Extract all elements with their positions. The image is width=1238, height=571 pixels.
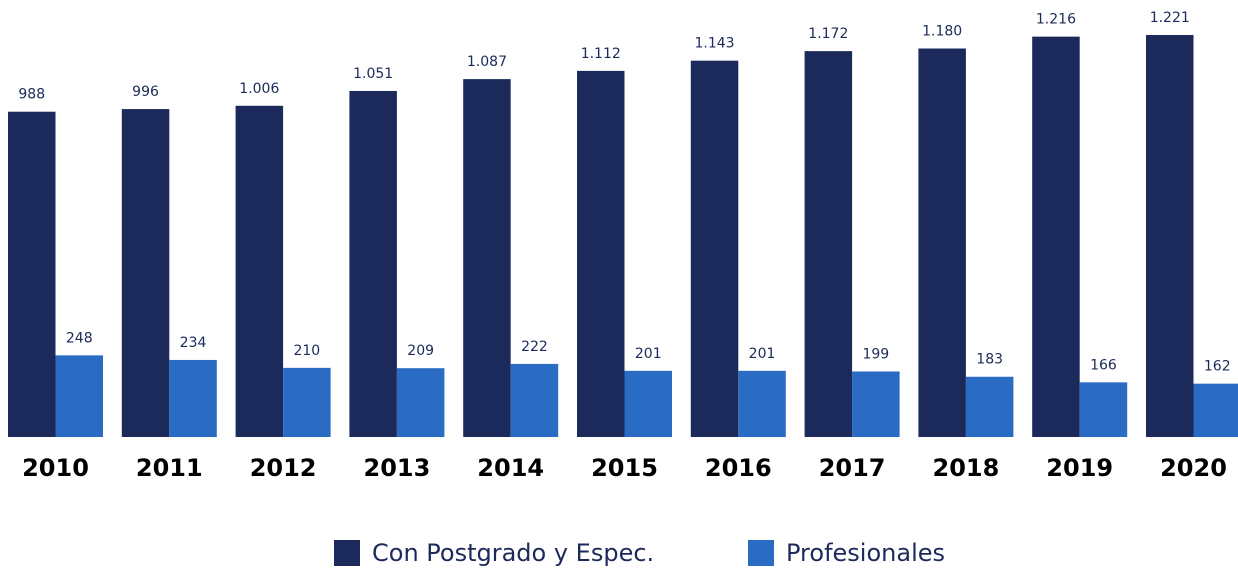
bar [1079,382,1128,437]
x-tick-label: 2011 [136,454,203,482]
value-label: 1.051 [353,66,393,82]
value-label: 201 [635,346,662,362]
value-label: 183 [976,352,1003,368]
value-label: 162 [1204,359,1231,375]
bar [283,367,331,437]
value-label: 248 [66,330,93,346]
bar [55,355,103,437]
value-label: 1.143 [695,36,735,52]
value-label: 209 [407,343,434,359]
bar [577,70,625,438]
bar [738,370,786,437]
bar [169,359,217,437]
x-tick-label: 2017 [819,454,886,482]
value-label: 1.006 [239,81,279,97]
value-label: 1.180 [922,23,962,39]
value-label: 1.216 [1036,12,1076,28]
value-label: 988 [18,87,45,103]
bar [1146,35,1194,437]
bar [121,109,170,438]
value-label: 210 [293,343,320,359]
x-tick-label: 2015 [591,454,658,482]
x-tick-label: 2010 [22,454,89,482]
bar [690,60,739,437]
value-label: 201 [749,346,776,362]
value-label: 1.172 [808,26,848,42]
value-label: 996 [132,84,159,100]
value-label: 234 [180,335,207,351]
bar [804,51,853,437]
x-tick-label: 2016 [705,454,772,482]
bar [965,376,1014,437]
bar [463,79,511,438]
legend-swatch [334,540,360,566]
x-tick-label: 2012 [250,454,317,482]
bar [918,48,966,437]
x-tick-label: 2019 [1046,454,1113,482]
x-tick-label: 2014 [477,454,544,482]
value-label: 1.221 [1150,10,1190,26]
bar [349,90,397,437]
value-label: 166 [1090,357,1117,373]
x-tick-label: 2018 [933,454,1000,482]
legend-label: Con Postgrado y Espec. [372,539,654,567]
value-label: 199 [862,346,889,362]
value-label: 222 [521,339,548,355]
bar [852,371,900,437]
bar [235,105,284,437]
x-tick-label: 2013 [364,454,431,482]
bar [624,370,672,437]
bar [510,363,559,437]
bar [1032,36,1080,438]
value-label: 1.087 [467,54,507,70]
x-tick-label: 2020 [1160,454,1227,482]
bar [396,368,445,437]
bar [8,111,56,438]
legend-swatch [748,540,774,566]
legend-label: Profesionales [786,539,945,567]
value-label: 1.112 [581,46,621,62]
bar [1193,383,1238,437]
